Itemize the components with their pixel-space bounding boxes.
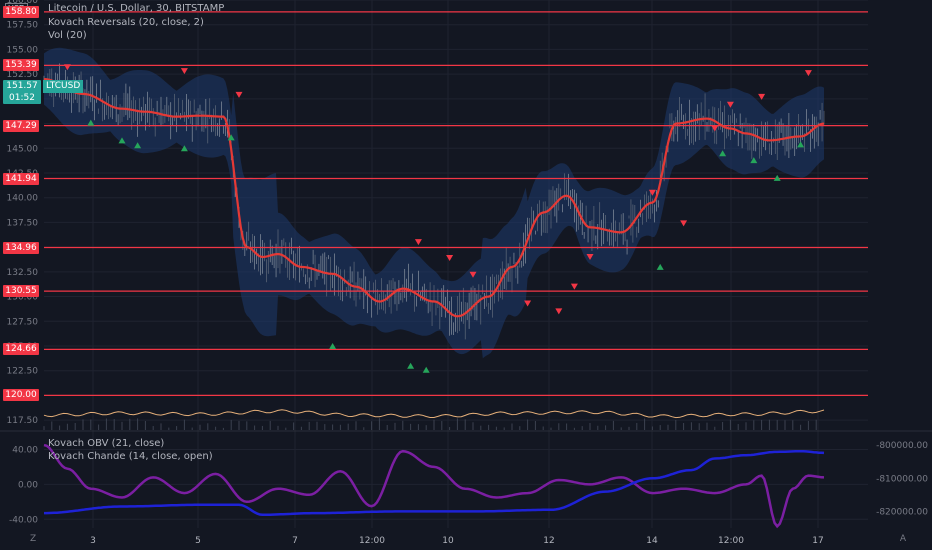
y-tick-label: 127.50 (7, 317, 39, 327)
y-tick-label: 137.50 (7, 218, 39, 228)
down-reversal-marker (586, 254, 594, 261)
up-reversal-marker (797, 141, 805, 148)
volatility-band (44, 47, 824, 359)
up-reversal-marker (656, 263, 664, 270)
y-tick-label: 145.00 (7, 144, 39, 154)
x-tick-label: 3 (90, 536, 96, 546)
y-tick-label: 140.00 (7, 194, 39, 204)
oscillator-series (43, 443, 825, 529)
symbol-tag: LTCUSD (43, 80, 84, 93)
down-reversal-marker (804, 70, 812, 77)
obv-tick-label: -810000.00 (876, 474, 928, 484)
level-price-tag: 147.29 (3, 119, 39, 132)
auto-scale-button[interactable]: A (899, 534, 906, 544)
up-reversal-marker (719, 150, 727, 157)
up-reversal-marker (180, 145, 188, 152)
y-tick-label: 132.50 (7, 268, 39, 278)
up-reversal-marker (750, 157, 758, 164)
price-axis: 117.50120.00122.50125.00127.50130.00132.… (7, 0, 39, 525)
down-reversal-marker (680, 220, 688, 227)
obv-tick-label: -800000.00 (876, 441, 928, 451)
y-tick-label: 40.00 (12, 445, 38, 455)
x-tick-label: 14 (646, 536, 658, 546)
up-reversal-marker (773, 174, 781, 181)
up-reversal-marker (329, 342, 337, 349)
down-reversal-marker (648, 189, 656, 196)
down-reversal-marker (63, 64, 71, 71)
zoom-button[interactable]: Z (30, 534, 37, 544)
kovach-obv-line (44, 449, 825, 517)
up-reversal-marker (422, 366, 430, 373)
down-reversal-marker (570, 283, 578, 290)
last-price-tag: 151.57 01:52 (3, 80, 41, 104)
y-tick-label: 130.00 (7, 293, 39, 303)
chart-title: Litecoin / U.S. Dollar, 30, BITSTAMP (48, 3, 225, 14)
y-tick-label: 117.50 (7, 416, 39, 426)
y-tick-label: 122.50 (7, 367, 39, 377)
down-reversal-marker (726, 101, 734, 108)
level-price-tag: 153.39 (3, 59, 39, 72)
level-price-tag: 130.55 (3, 285, 39, 298)
up-reversal-marker (87, 119, 95, 126)
down-reversal-marker (469, 271, 477, 278)
bar-countdown: 01:52 (9, 93, 35, 103)
x-tick-label: 12 (543, 536, 554, 546)
down-reversal-marker (235, 91, 243, 98)
x-tick-label: 10 (442, 536, 454, 546)
y-tick-label: 155.00 (7, 45, 39, 55)
band-area (44, 47, 824, 359)
y-tick-label: 152.50 (7, 70, 39, 80)
level-price-tag: 124.66 (3, 343, 39, 356)
reversal-markers (63, 64, 812, 373)
up-reversal-marker (227, 134, 235, 141)
down-reversal-marker (711, 125, 719, 132)
x-tick-label: 12:00 (718, 536, 744, 546)
down-reversal-marker (414, 239, 422, 246)
y-tick-label: -40.00 (9, 515, 38, 525)
level-price-tag: 120.00 (3, 389, 39, 402)
y-tick-label: 157.50 (7, 21, 39, 31)
last-price-value: 151.57 (6, 81, 38, 91)
volume-series (43, 409, 825, 430)
obv-axis: -800000.00 -810000.00 -820000.00 (876, 441, 928, 517)
x-tick-label: 12:00 (359, 536, 385, 546)
volume-ma-line (43, 409, 825, 419)
indicator-legend-obv[interactable]: Kovach OBV (21, close) (48, 438, 165, 449)
down-reversal-marker (180, 68, 188, 75)
x-tick-label: 5 (195, 536, 201, 546)
up-reversal-marker (134, 142, 142, 149)
down-reversal-marker (555, 308, 563, 315)
kovach-reversals-line (43, 78, 825, 318)
up-reversal-marker (118, 137, 126, 144)
down-reversal-marker (758, 93, 766, 100)
y-tick-label: 0.00 (18, 480, 38, 490)
x-tick-label: 17 (812, 536, 823, 546)
horizontal-levels (44, 11, 868, 397)
level-price-tag: 141.94 (3, 172, 39, 185)
x-tick-label: 7 (292, 536, 298, 546)
down-reversal-marker (524, 300, 532, 307)
down-reversal-marker (446, 255, 454, 261)
level-price-tag: 134.96 (3, 241, 39, 254)
indicator-legend-volume[interactable]: Vol (20) (48, 30, 87, 41)
main-series (43, 78, 825, 318)
main-grid (44, 0, 868, 528)
indicator-legend-chande[interactable]: Kovach Chande (14, close, open) (48, 451, 213, 462)
indicator-legend-reversals[interactable]: Kovach Reversals (20, close, 2) (48, 17, 204, 28)
obv-tick-label: -820000.00 (876, 507, 928, 517)
kovach-chande-line (43, 443, 825, 529)
up-reversal-marker (407, 362, 415, 369)
level-price-tag: 158.80 (3, 5, 39, 18)
time-axis: 3 5 7 12:00 10 12 14 12:00 17 (90, 536, 824, 546)
